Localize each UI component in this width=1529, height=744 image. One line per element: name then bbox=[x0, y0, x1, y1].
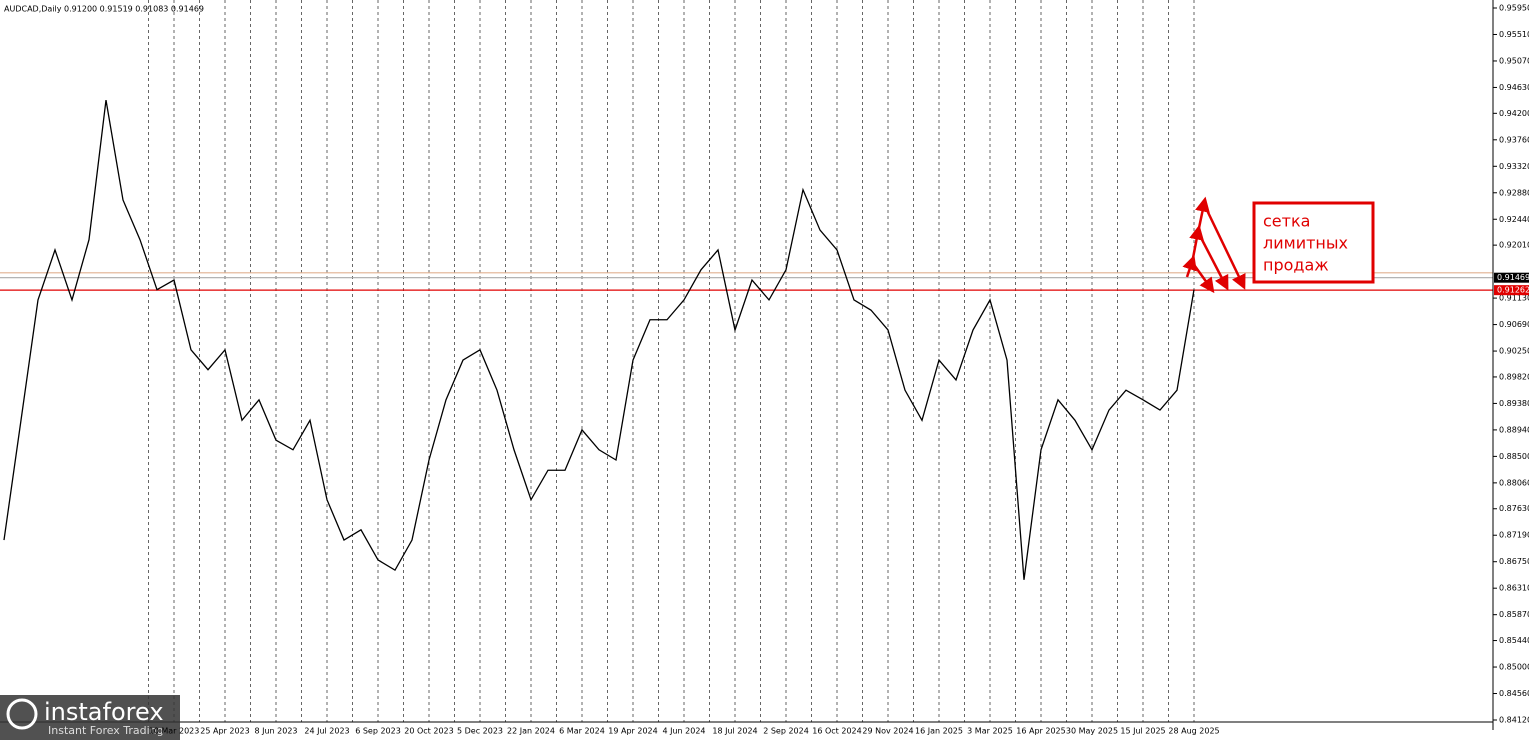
x-tick-label: 28 Aug 2025 bbox=[1168, 727, 1219, 736]
price-tag bbox=[1494, 285, 1529, 296]
y-tick-label: 0.84560 bbox=[1499, 689, 1529, 698]
x-tick-label: 5 Dec 2023 bbox=[457, 727, 503, 736]
y-tick-label: 0.94200 bbox=[1499, 109, 1529, 118]
x-tick-label: 8 Jun 2023 bbox=[254, 727, 297, 736]
x-tick-label: 16 Oct 2024 bbox=[812, 727, 861, 736]
x-tick-label: 3 Mar 2025 bbox=[967, 727, 1013, 736]
x-tick-label: 10 Mar 2023 bbox=[149, 727, 200, 736]
annotation-text: продаж bbox=[1263, 256, 1329, 275]
y-tick-label: 0.87630 bbox=[1499, 504, 1529, 513]
y-tick-label: 0.88060 bbox=[1499, 478, 1529, 487]
y-tick-label: 0.95950 bbox=[1499, 4, 1529, 13]
chart-title: AUDCAD,Daily 0.91200 0.91519 0.91083 0.9… bbox=[4, 5, 204, 14]
y-tick-label: 0.91130 bbox=[1499, 294, 1529, 303]
annotation-text: сетка bbox=[1263, 212, 1310, 231]
y-tick-label: 0.89820 bbox=[1499, 372, 1529, 381]
x-tick-label: 16 Apr 2025 bbox=[1016, 727, 1065, 736]
logo-icon bbox=[6, 698, 38, 730]
y-tick-label: 0.90250 bbox=[1499, 347, 1529, 356]
x-tick-label: 16 Jan 2025 bbox=[915, 727, 963, 736]
y-tick-label: 0.89380 bbox=[1499, 399, 1529, 408]
x-tick-label: 2 Sep 2024 bbox=[763, 727, 809, 736]
y-tick-label: 0.92880 bbox=[1499, 188, 1529, 197]
x-tick-label: 20 Oct 2023 bbox=[404, 727, 453, 736]
y-tick-label: 0.93760 bbox=[1499, 135, 1529, 144]
y-tick-label: 0.92440 bbox=[1499, 215, 1529, 224]
x-tick-label: 30 May 2025 bbox=[1066, 727, 1118, 736]
x-tick-label: 6 Sep 2023 bbox=[355, 727, 401, 736]
y-tick-label: 0.86750 bbox=[1499, 557, 1529, 566]
x-tick-label: 22 Jan 2024 bbox=[507, 727, 555, 736]
y-tick-label: 0.88500 bbox=[1499, 452, 1529, 461]
y-tick-label: 0.85440 bbox=[1499, 636, 1529, 645]
y-tick-label: 0.88940 bbox=[1499, 425, 1529, 434]
price-line-series bbox=[3, 99, 1195, 580]
x-tick-label: 24 Jul 2023 bbox=[304, 727, 349, 736]
price-tag-label: 0.91469 bbox=[1497, 273, 1529, 282]
y-tick-label: 0.84120 bbox=[1499, 716, 1529, 725]
annotation-arrows bbox=[1182, 196, 1246, 294]
y-tick-label: 0.86310 bbox=[1499, 584, 1529, 593]
y-tick-label: 0.85000 bbox=[1499, 663, 1529, 672]
y-tick-label: 0.87190 bbox=[1499, 531, 1529, 540]
logo-tagline: Instant Forex Trading bbox=[48, 724, 164, 737]
price-tag-label: 0.91262 bbox=[1497, 286, 1529, 295]
y-tick-label: 0.95510 bbox=[1499, 30, 1529, 39]
x-tick-label: 18 Jul 2024 bbox=[712, 727, 757, 736]
price-tag bbox=[1494, 272, 1529, 283]
annotation-text: лимитных bbox=[1263, 234, 1348, 253]
x-tick-label: 25 Apr 2023 bbox=[200, 727, 249, 736]
y-tick-label: 0.90690 bbox=[1499, 320, 1529, 329]
x-tick-label: 29 Nov 2024 bbox=[862, 727, 913, 736]
x-tick-label: 6 Mar 2024 bbox=[559, 727, 605, 736]
x-tick-label: 15 Jul 2025 bbox=[1120, 727, 1165, 736]
logo-name: instaforex bbox=[44, 698, 164, 726]
x-tick-label: 4 Jun 2024 bbox=[662, 727, 705, 736]
y-tick-label: 0.85870 bbox=[1499, 610, 1529, 619]
y-tick-label: 0.93320 bbox=[1499, 162, 1529, 171]
y-tick-label: 0.92010 bbox=[1499, 241, 1529, 250]
y-tick-label: 0.95070 bbox=[1499, 56, 1529, 65]
x-tick-label: 19 Apr 2024 bbox=[608, 727, 657, 736]
annotation-box bbox=[1252, 201, 1375, 284]
y-tick-label: 0.94630 bbox=[1499, 83, 1529, 92]
